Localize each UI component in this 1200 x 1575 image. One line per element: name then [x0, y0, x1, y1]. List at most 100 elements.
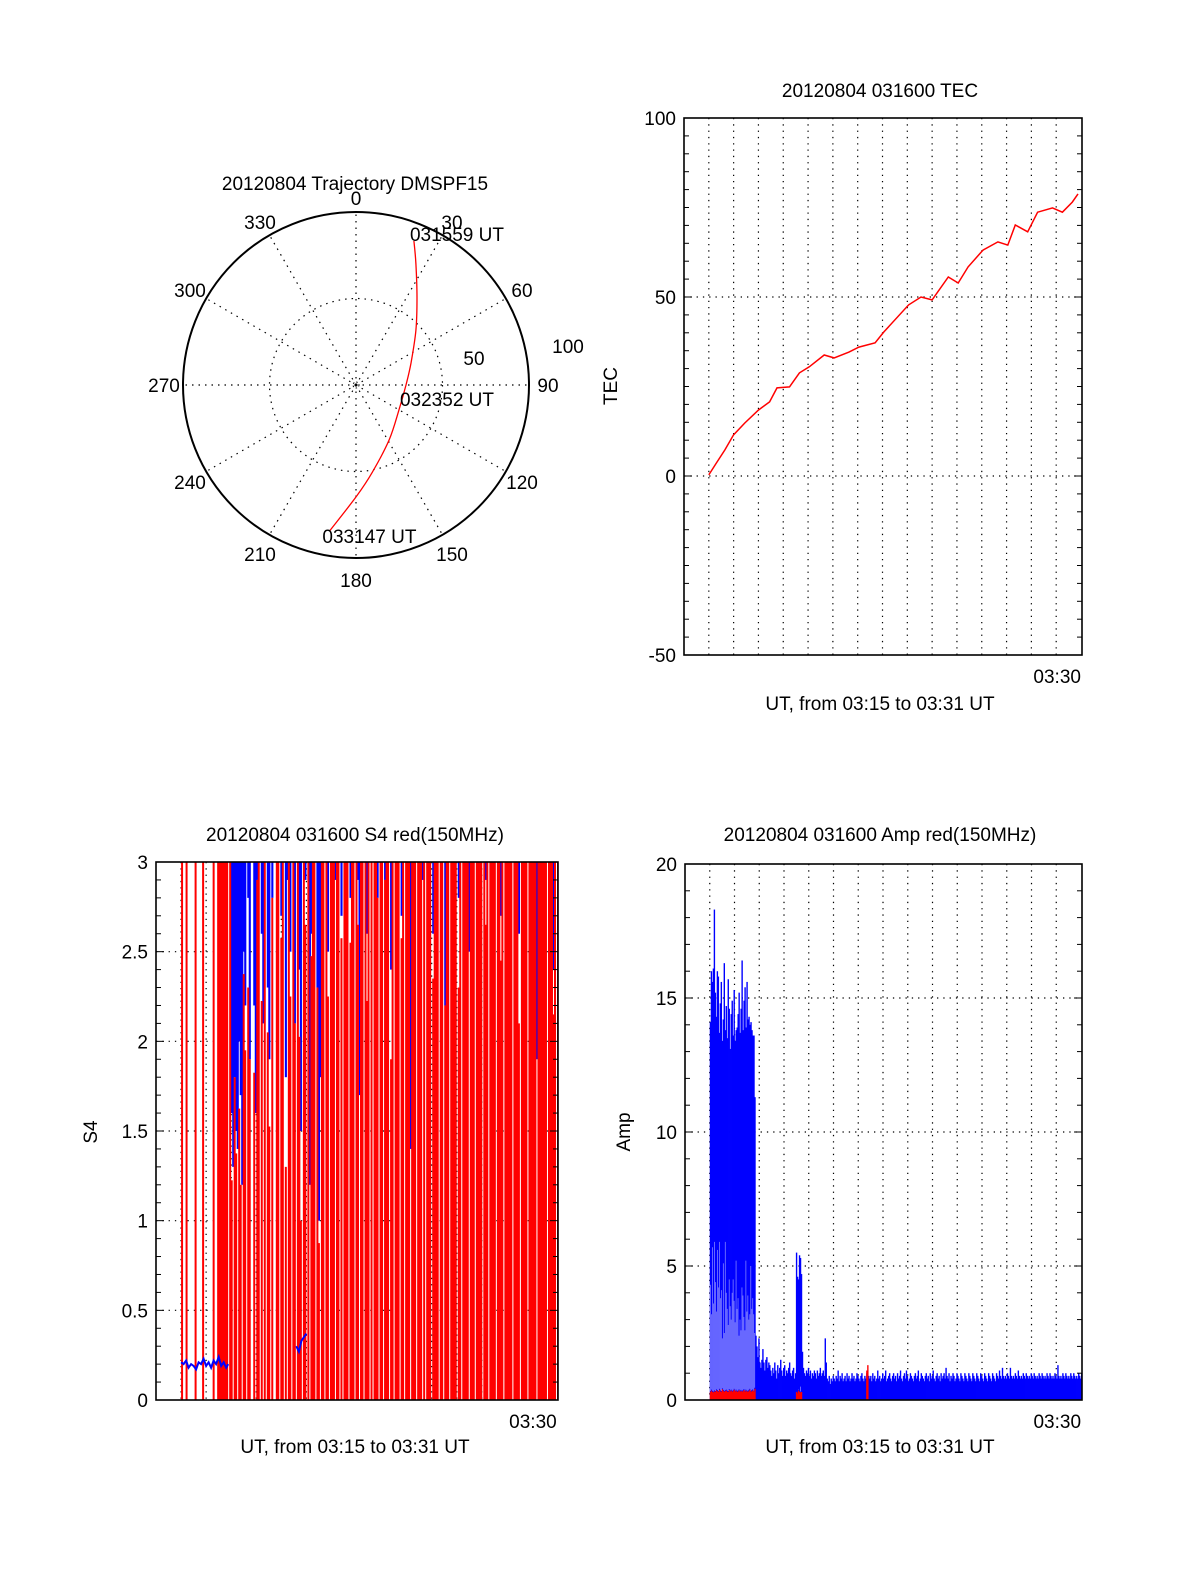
- amp-blue-bar: [1059, 1378, 1061, 1400]
- amp-blue-bar: [1006, 1373, 1009, 1400]
- amp-blue-bar: [1068, 1375, 1070, 1400]
- s4-red-bar: [284, 1166, 287, 1400]
- amp-blue-bar: [784, 1365, 786, 1400]
- amp-blue-bar: [1060, 1375, 1062, 1400]
- amp-blue-bar: [882, 1373, 884, 1400]
- s4-blue-bar: [499, 862, 502, 916]
- s4-red-bar: [352, 862, 355, 1400]
- amp-blue-bar: [971, 1381, 973, 1400]
- amp-blue-bar: [717, 976, 720, 1400]
- s4-red-bar: [367, 862, 370, 1400]
- amp-blue-bar: [834, 1381, 836, 1400]
- s4-red-bar: [194, 862, 197, 1400]
- amp-blue-bar: [1052, 1375, 1054, 1400]
- s4-red-bar: [357, 924, 359, 1400]
- amp-blue-bar: [751, 1030, 753, 1400]
- s4-red-bar: [510, 862, 513, 1400]
- amp-blue-bar: [761, 1359, 763, 1400]
- amp-blue-bar: [933, 1378, 935, 1400]
- amp-blue-bar: [779, 1367, 781, 1400]
- s4-red-bar: [496, 862, 499, 1400]
- amp-blue-bar: [807, 1367, 810, 1400]
- amp-blue-bar: [902, 1375, 905, 1400]
- amp-blue-bar: [1075, 1378, 1077, 1400]
- amp-blue-bar: [887, 1375, 890, 1400]
- s4-red-bar: [514, 862, 517, 1400]
- amp-blue-bar: [966, 1378, 968, 1400]
- s4-red-bar: [337, 862, 340, 1400]
- amp-blue-bar: [932, 1370, 934, 1400]
- s4-red-bar: [463, 862, 466, 1400]
- s4-red-bar: [344, 862, 347, 1400]
- s4-red-bar: [390, 1059, 393, 1400]
- trajectory-line: [328, 240, 418, 532]
- y-tick-label: 0: [137, 1391, 148, 1412]
- amp-blue-bar: [989, 1378, 992, 1400]
- amp-blue-bar: [964, 1373, 966, 1400]
- s4-red-bar: [263, 862, 266, 1400]
- amp-red-bar: [722, 1390, 725, 1400]
- amp-blue-bar: [845, 1381, 847, 1400]
- amp-blue-bar: [760, 1367, 762, 1400]
- amp-blue-bar: [1080, 1378, 1082, 1400]
- amp-blue-bar: [1071, 1375, 1073, 1400]
- s4-red-bar: [340, 938, 343, 1400]
- s4-red-bar: [230, 1180, 233, 1400]
- amp-blue-bar: [730, 1014, 732, 1400]
- s4-red-bar: [277, 862, 280, 1400]
- amp-blue-bar: [999, 1375, 1002, 1400]
- s4-red-bar: [552, 1014, 555, 1400]
- s4-red-bar: [331, 862, 334, 1400]
- amp-blue-bar: [762, 1349, 764, 1400]
- amp-blue-bar: [796, 1276, 799, 1400]
- amp-red-bar: [866, 1370, 868, 1400]
- amp-blue-bar: [832, 1375, 834, 1400]
- amp-blue-bar: [826, 1378, 828, 1400]
- chart-title: 20120804 031600 TEC: [782, 81, 978, 102]
- trajectory-time-annotation: 032352 UT: [400, 390, 494, 411]
- s4-red-bar: [293, 1023, 296, 1400]
- amp-blue-bar: [1004, 1375, 1007, 1400]
- s4-blue-bar: [238, 862, 241, 1042]
- s4-red-bar: [522, 862, 525, 1400]
- s4-blue-bar: [421, 862, 424, 880]
- s4-red-bar: [447, 862, 450, 1400]
- s4-blue-bar: [280, 862, 283, 916]
- amp-blue-bar: [954, 1381, 956, 1400]
- amp-blue-bar: [890, 1381, 893, 1400]
- amp-blue-bar: [720, 981, 723, 1400]
- amp-blue-bar: [766, 1357, 768, 1400]
- s4-red-bar: [534, 862, 537, 1400]
- amp-blue-bar: [1067, 1378, 1069, 1400]
- s4-red-bar: [531, 862, 534, 1400]
- x-tick-label: 03:30: [1033, 667, 1081, 688]
- s4-red-bar: [221, 862, 224, 1400]
- s4-blue-bar: [247, 862, 250, 898]
- azimuth-spoke: [355, 234, 444, 386]
- s4-red-bar: [391, 862, 394, 1400]
- radial-label: 50: [463, 349, 484, 370]
- s4-red-bar: [311, 862, 314, 1400]
- s4-blue-bar: [233, 862, 236, 1078]
- amp-blue-bar: [1013, 1378, 1016, 1400]
- amp-red-bar: [737, 1391, 739, 1400]
- amp-blue-bar: [827, 1381, 829, 1400]
- polar-labels: 0 30 60 90 120 150 180 210 240 270 300 330 50 100: [148, 189, 584, 592]
- y-tick-label: -50: [649, 646, 676, 667]
- amp-blue-bar: [810, 1378, 813, 1400]
- amp-red-bar: [867, 1365, 869, 1400]
- azimuth-label: 60: [511, 281, 532, 302]
- amp-blue-bar: [1016, 1378, 1019, 1400]
- trajectory-time-annotation: 033147 UT: [322, 527, 416, 548]
- amp-red-bar: [728, 1390, 730, 1400]
- amp-blue-bar: [774, 1362, 776, 1400]
- amp-blue-bar: [948, 1373, 950, 1400]
- s4-red-bar: [239, 1184, 242, 1400]
- amp-blue-bar: [817, 1375, 820, 1400]
- amp-blue-bar: [724, 1030, 726, 1400]
- amp-blue-bar: [1001, 1367, 1004, 1400]
- amp-blue-bar: [828, 1375, 830, 1400]
- amp-blue-bar: [851, 1373, 853, 1400]
- s4-red-bar: [501, 862, 504, 1400]
- amp-blue-bar: [1025, 1373, 1027, 1400]
